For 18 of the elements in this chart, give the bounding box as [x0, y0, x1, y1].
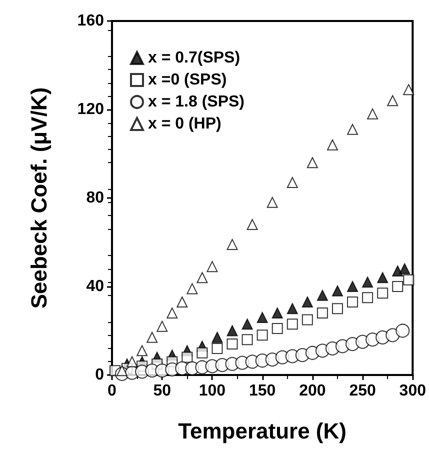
x-tick-label: 50: [153, 382, 172, 400]
y-tick-label: 80: [86, 190, 104, 206]
legend-label: x = 1.8 (SPS): [148, 94, 244, 110]
y-tick-label: 120: [77, 101, 104, 118]
x-tick-label: 300: [399, 382, 426, 400]
x-tick-label: 200: [299, 382, 326, 400]
y-tick-label: 0: [95, 366, 104, 384]
y-tick-label: 40: [86, 278, 104, 295]
x-tick-label: 0: [108, 382, 117, 400]
y-axis-title: Seebeck Coef. (μV/K): [26, 87, 52, 309]
y-tick-label: 160: [77, 12, 104, 30]
legend-label: x = 0 (HP): [148, 116, 222, 132]
x-tick-label: 150: [248, 382, 276, 400]
legend-label: x = 0.7(SPS): [148, 50, 240, 66]
x-tick-label: 100: [198, 382, 226, 400]
legend-label: x =0 (SPS): [148, 72, 227, 88]
x-axis-title: Temperature (K): [178, 418, 346, 444]
x-tick-label: 250: [349, 382, 376, 400]
